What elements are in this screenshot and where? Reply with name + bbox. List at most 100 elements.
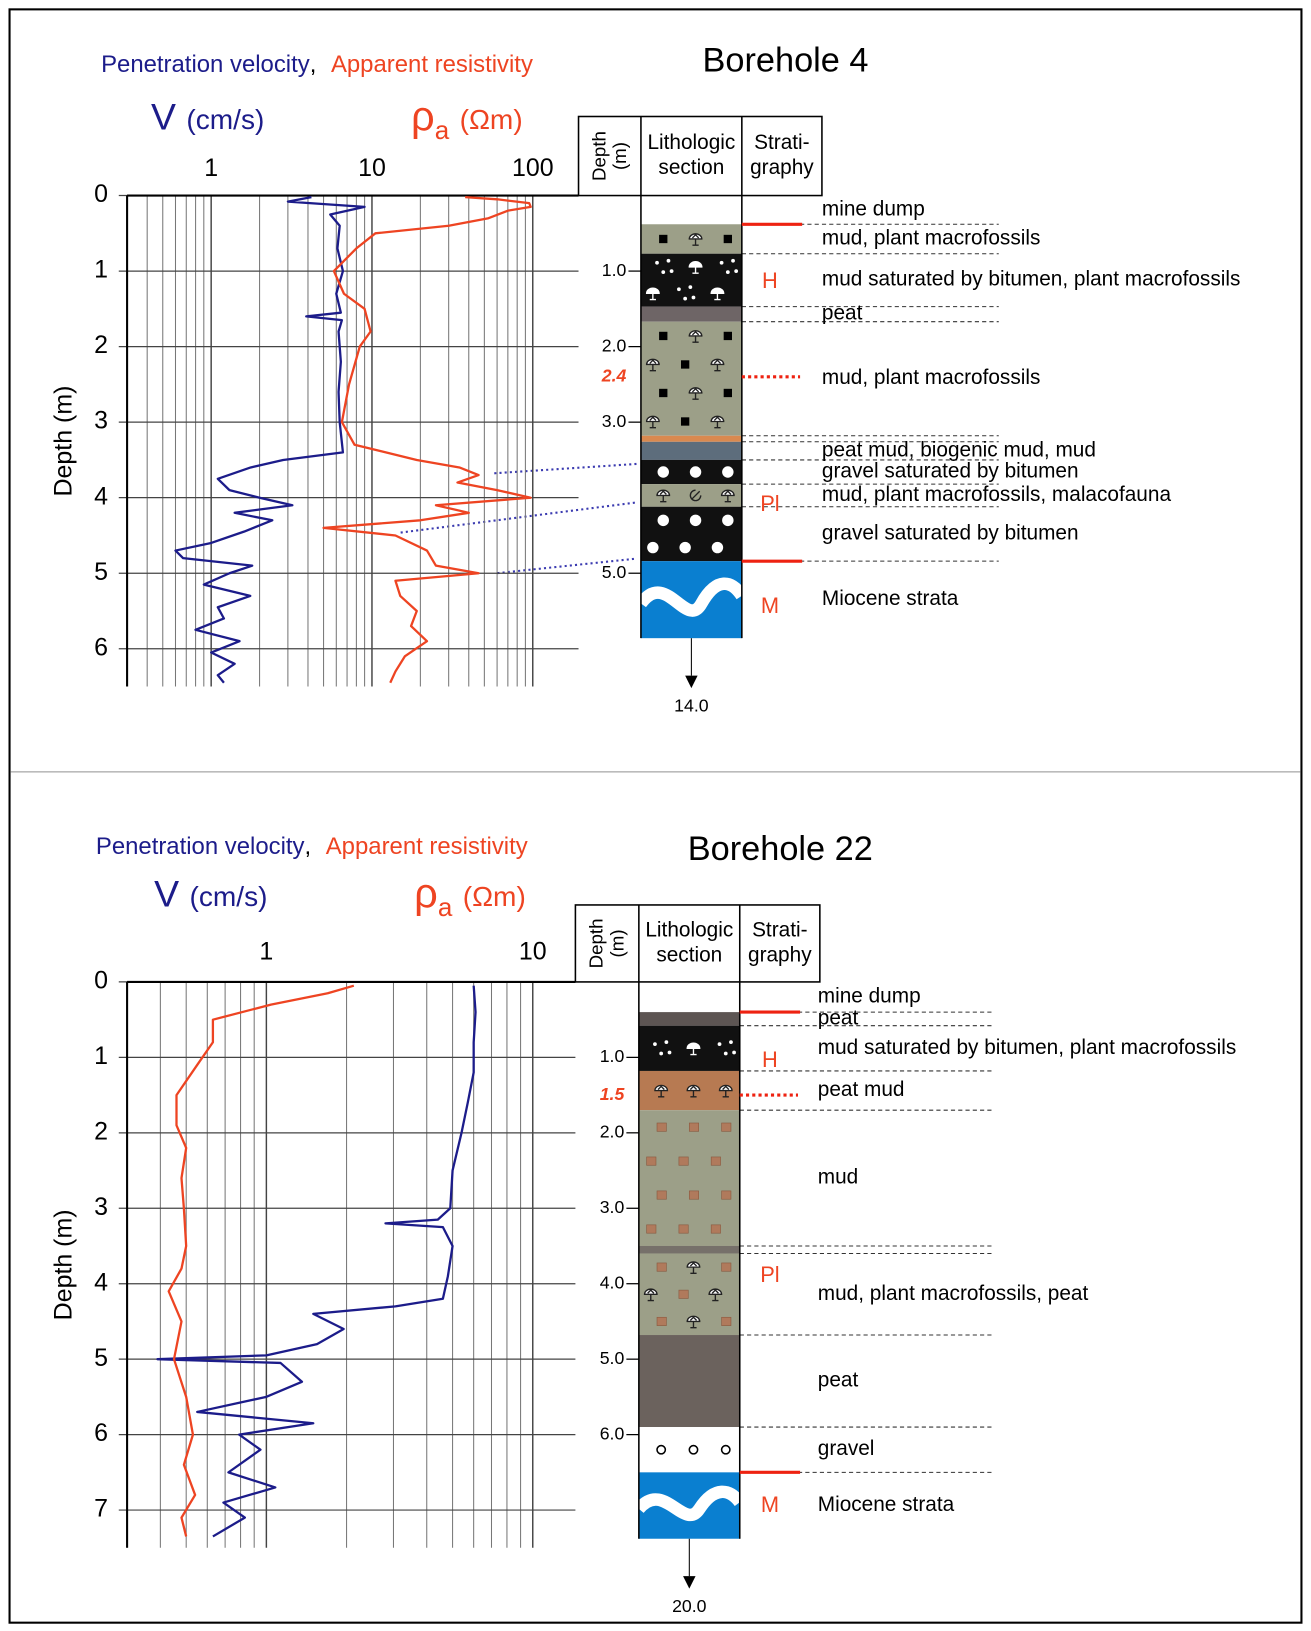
layer-label: mud, plant macrofossils [822,226,1040,249]
v-label-unit: (cm/s) [186,104,264,135]
layer [638,1012,740,1026]
series-line [322,195,532,684]
layer-label: mine dump [818,985,921,1008]
layer [640,321,742,436]
symbol [708,1288,723,1302]
symbol [729,1040,733,1044]
symbol [723,1051,728,1056]
symbol [711,541,724,554]
symbol [720,489,735,503]
marker-label: 2.4 [601,366,627,386]
symbol [659,388,668,398]
series-line [156,985,477,1538]
layer [640,441,742,460]
bottom-arrow-head [685,675,698,689]
symbol [725,270,730,275]
chart-title: Borehole 4 [703,41,869,79]
v-label-unit: (cm/s) [190,881,268,912]
y-tick-label: 0 [94,180,108,208]
layer [640,435,742,442]
column-header-label: (m) [607,929,628,957]
symbol [656,1444,667,1455]
wave [634,1485,745,1522]
layer [640,306,742,322]
y-tick-label: 6 [94,1419,108,1447]
symbol [647,541,659,554]
column-header-label: Strati- [752,918,807,941]
legend-entry: Penetration velocity [101,51,310,78]
symbol [689,514,702,527]
layer-label: Miocene strata [822,587,959,610]
rho-label-subscript: a [435,115,450,145]
symbol [688,387,703,400]
marker-label: 1.5 [600,1084,626,1104]
symbol [680,417,690,426]
layer-label: mud saturated by bitumen, plant macrofos… [818,1036,1236,1059]
legend-entry: Apparent resistivity [326,833,528,860]
bottom-arrow-head [683,1576,696,1589]
stratigraphic-unit: H [762,1047,778,1072]
y-tick-label: 0 [94,967,108,995]
column-header [574,904,821,983]
legend-entry: Apparent resistivity [331,51,533,78]
symbol [686,1042,701,1056]
symbol [721,1190,732,1200]
layer [638,1335,740,1428]
bottom-depth-label: 20.0 [672,1596,707,1616]
symbol [721,1316,732,1326]
layer-label: peat [818,1369,859,1392]
symbol [723,234,732,244]
layer [640,561,742,639]
symbol [666,258,671,263]
symbol [688,233,703,246]
layer-label: mud, plant macrofossils, peat [818,1282,1089,1305]
symbol [688,261,703,274]
symbol [664,1040,669,1044]
symbol [686,1084,701,1098]
symbol [717,1042,722,1047]
symbol [659,331,668,341]
symbol [688,1190,699,1200]
symbol [688,1444,699,1455]
column-tick-label: 2.0 [602,335,627,355]
symbol [721,1122,732,1132]
symbol [645,287,660,301]
layer-label: peat [818,1006,859,1029]
column-tick-label: 5.0 [602,562,627,582]
layer-label: mud [818,1166,858,1189]
symbol [677,287,681,292]
symbol [710,415,725,429]
symbol [683,296,688,301]
y-tick-label: 6 [94,633,108,661]
symbol [689,466,702,478]
y-tick-label: 4 [94,482,108,510]
v-label-symbol: V [154,873,179,915]
correlation-line [400,501,637,534]
symbol [661,270,666,275]
legend-separator: , [310,51,317,78]
stratigraphic-unit: H [762,268,778,293]
symbol [718,1084,733,1098]
y-axis-label: Depth (m) [49,386,77,497]
layer-label: gravel saturated by bitumen [822,460,1079,483]
symbol [678,1224,689,1234]
symbol [722,466,734,478]
symbol [680,360,690,369]
symbol [721,1262,732,1272]
layer-label: mud, plant macrofossils, malacofauna [822,483,1172,506]
y-tick-label: 5 [94,558,108,586]
column-header-label: section [656,943,722,966]
symbol [723,331,732,341]
y-tick-label: 4 [94,1268,108,1296]
column-tick-label: 6.0 [600,1423,625,1443]
x-tick-label: 1 [204,154,218,182]
column-header [577,115,823,197]
y-tick-label: 7 [94,1495,108,1523]
rho-label-subscript: a [438,892,453,922]
column-header-label: Strati- [754,131,809,154]
series-line [167,984,355,1537]
symbol [656,1262,667,1272]
legend-separator: , [305,833,312,860]
column-header-label: graphy [748,943,812,966]
symbol [645,358,660,372]
